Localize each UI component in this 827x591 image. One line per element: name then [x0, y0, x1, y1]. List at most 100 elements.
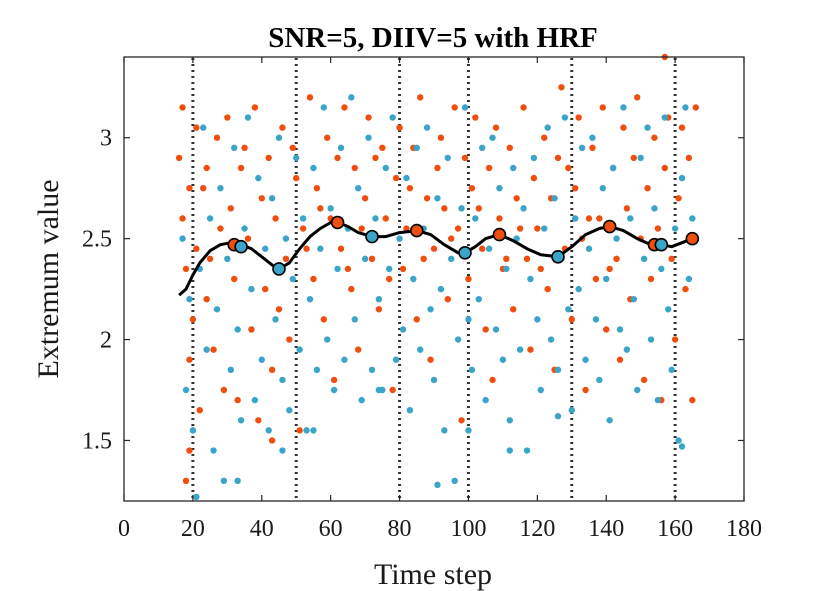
scatter-point-s0-4 [182, 477, 190, 485]
scatter-point-s1-8 [206, 215, 214, 222]
scatter-point-s0-32 [286, 336, 293, 343]
scatter-point-s1-105 [541, 225, 548, 232]
y-tick-label-0: 1.5 [82, 428, 112, 454]
scatter-point-s1-157 [678, 443, 686, 450]
scatter-point-s1-117 [582, 356, 589, 363]
scatter-point-s0-115 [634, 94, 641, 101]
x-axis-label: Time step [374, 558, 492, 591]
scatter-point-s1-34 [296, 346, 303, 353]
scatter-point-s1-136 [647, 336, 655, 343]
scatter-point-s1-121 [596, 376, 603, 384]
scatter-point-s1-126 [613, 235, 620, 242]
scatter-point-s1-64 [399, 326, 407, 333]
scatter-point-s1-127 [616, 326, 624, 333]
scatter-point-s1-59 [382, 164, 389, 172]
scatter-point-s0-17 [227, 205, 234, 212]
scatter-point-s1-7 [203, 346, 210, 353]
scatter-point-s1-109 [554, 366, 562, 374]
scatter-point-s1-123 [603, 275, 610, 283]
scatter-point-s0-158 [268, 437, 276, 444]
scatter-point-s1-74 [434, 195, 441, 202]
scatter-point-s0-33 [293, 174, 300, 182]
scatter-point-s1-0 [179, 235, 186, 242]
scatter-point-s1-56 [372, 215, 379, 222]
scatter-point-s0-117 [640, 376, 648, 384]
scatter-point-s1-151 [310, 427, 317, 434]
scatter-point-s0-139 [303, 245, 310, 252]
scatter-point-s0-20 [241, 144, 248, 152]
y-tick-label-2: 2.5 [82, 227, 112, 253]
y-axis-label: Extremum value [32, 179, 65, 378]
scatter-point-s1-130 [627, 215, 634, 222]
scatter-point-s0-120 [651, 134, 658, 141]
scatter-point-s1-138 [654, 396, 662, 404]
scatter-point-s1-90 [489, 134, 496, 141]
scatter-point-s0-22 [248, 326, 255, 333]
scatter-point-s0-142 [358, 225, 365, 232]
scatter-point-s0-2 [179, 215, 186, 222]
scatter-point-s0-1 [179, 104, 186, 111]
scatter-point-s1-75 [437, 285, 445, 293]
scatter-point-s0-39 [320, 316, 327, 323]
scatter-point-s0-5 [186, 184, 193, 192]
scatter-point-s0-50 [365, 114, 372, 121]
scatter-point-s0-144 [386, 275, 393, 283]
scatter-point-s0-118 [644, 184, 651, 192]
scatter-point-s1-116 [578, 144, 586, 152]
scatter-point-s0-47 [351, 164, 358, 172]
scatter-point-s1-122 [599, 184, 606, 192]
scatter-point-s0-151 [516, 225, 524, 232]
scatter-point-s0-83 [506, 144, 513, 152]
scatter-point-s1-139 [658, 265, 665, 273]
scatter-point-s0-76 [479, 245, 486, 252]
scatter-point-s1-120 [592, 316, 600, 323]
scatter-point-s1-102 [530, 154, 538, 162]
scatter-point-s1-134 [640, 255, 648, 263]
scatter-point-s1-3 [189, 427, 197, 434]
scatter-point-s0-109 [613, 255, 620, 263]
scatter-point-s0-100 [575, 114, 582, 121]
scatter-point-s1-147 [685, 275, 693, 283]
scatter-point-s1-29 [279, 376, 286, 384]
scatter-point-s0-14 [217, 225, 224, 232]
axes-frame [123, 56, 745, 502]
scatter-point-s1-2 [186, 295, 193, 303]
x-tick-label-0: 0 [118, 516, 130, 542]
scatter-point-s0-146 [420, 255, 427, 263]
scatter-point-s0-12 [210, 346, 217, 353]
scatter-point-s0-69 [451, 104, 458, 111]
scatter-point-s0-110 [616, 356, 624, 363]
scatter-point-s0-86 [520, 104, 527, 111]
scatter-point-s0-49 [361, 195, 369, 202]
scatter-point-s1-148 [689, 215, 696, 222]
scatter-point-s1-156 [554, 413, 562, 420]
scatter-point-s0-10 [203, 164, 210, 172]
scatter-point-s1-19 [244, 114, 252, 121]
scatter-point-s0-138 [289, 144, 296, 152]
scatter-point-s1-118 [585, 245, 593, 252]
scatter-point-s0-24 [255, 417, 262, 424]
scatter-point-s1-101 [527, 275, 534, 283]
scatter-point-s0-150 [503, 255, 510, 263]
scatter-point-s0-87 [523, 255, 531, 263]
scatter-point-s0-66 [437, 134, 445, 141]
scatter-point-s0-129 [682, 285, 689, 293]
scatter-point-s1-11 [217, 184, 224, 192]
scatter-point-s1-9 [210, 447, 217, 454]
scatter-point-s0-152 [537, 265, 544, 273]
scatter-point-s1-12 [220, 477, 228, 485]
scatter-point-s1-79 [451, 477, 458, 485]
scatter-point-s0-64 [427, 356, 434, 363]
scatter-point-s0-95 [554, 154, 562, 162]
scatter-point-s1-33 [293, 154, 300, 162]
scatter-point-s1-17 [237, 417, 245, 424]
scatter-point-s0-119 [647, 275, 655, 283]
scatter-point-s1-21 [251, 396, 259, 404]
scatter-point-s0-96 [558, 84, 565, 91]
scatter-point-s1-67 [410, 275, 417, 283]
scatter-point-s0-105 [596, 215, 603, 222]
scatter-point-s0-8 [193, 245, 200, 252]
scatter-point-s0-23 [251, 104, 259, 111]
scatter-point-s0-30 [279, 124, 286, 131]
scatter-point-s1-96 [510, 164, 517, 172]
